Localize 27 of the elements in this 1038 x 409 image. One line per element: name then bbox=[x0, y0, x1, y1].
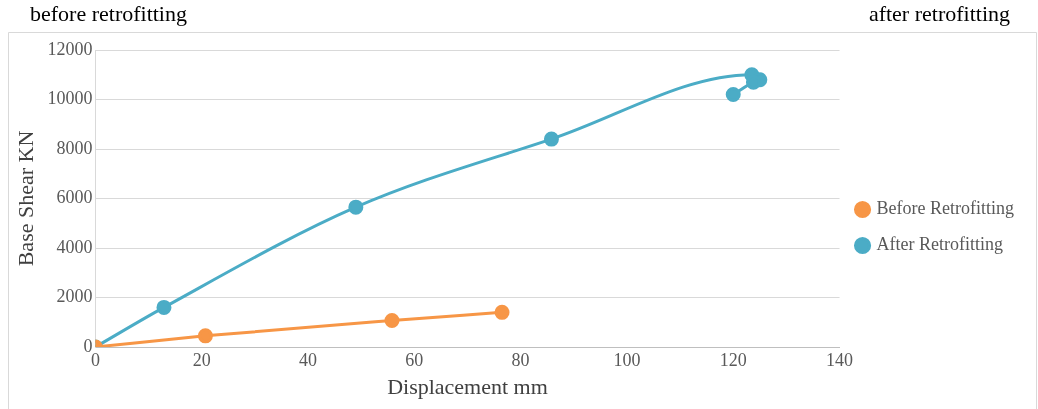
x-tick-label: 80 bbox=[511, 349, 530, 370]
point bbox=[725, 87, 741, 103]
x-tick-label: 40 bbox=[299, 349, 318, 370]
point bbox=[384, 313, 400, 329]
y-tick-label: 2000 bbox=[56, 286, 93, 307]
point bbox=[348, 199, 364, 215]
point bbox=[494, 304, 510, 320]
legend-label: After Retrofitting bbox=[876, 234, 1004, 255]
y-tick-label: 6000 bbox=[56, 187, 93, 208]
text: before retrofitting bbox=[30, 0, 187, 26]
point bbox=[543, 131, 559, 147]
x-tick-label: 120 bbox=[719, 349, 747, 370]
y-tick-label: 0 bbox=[83, 335, 93, 356]
x-axis-title: Displacement mm bbox=[387, 373, 548, 399]
y-axis-title: Base Shear KN bbox=[12, 130, 38, 267]
y-tick-label: 8000 bbox=[56, 137, 93, 158]
y-tick-label: 10000 bbox=[47, 88, 93, 109]
x-tick-label: 60 bbox=[405, 349, 424, 370]
point bbox=[197, 328, 213, 344]
x-tick-label: 140 bbox=[826, 349, 854, 370]
text: after retrofitting bbox=[868, 0, 1010, 26]
x-tick-label: 20 bbox=[192, 349, 211, 370]
x-tick-label: 100 bbox=[613, 349, 641, 370]
y-tick-label: 4000 bbox=[56, 236, 93, 257]
point bbox=[156, 299, 172, 315]
legend-label: Before Retrofitting bbox=[876, 198, 1015, 219]
y-tick-label: 12000 bbox=[47, 38, 93, 59]
